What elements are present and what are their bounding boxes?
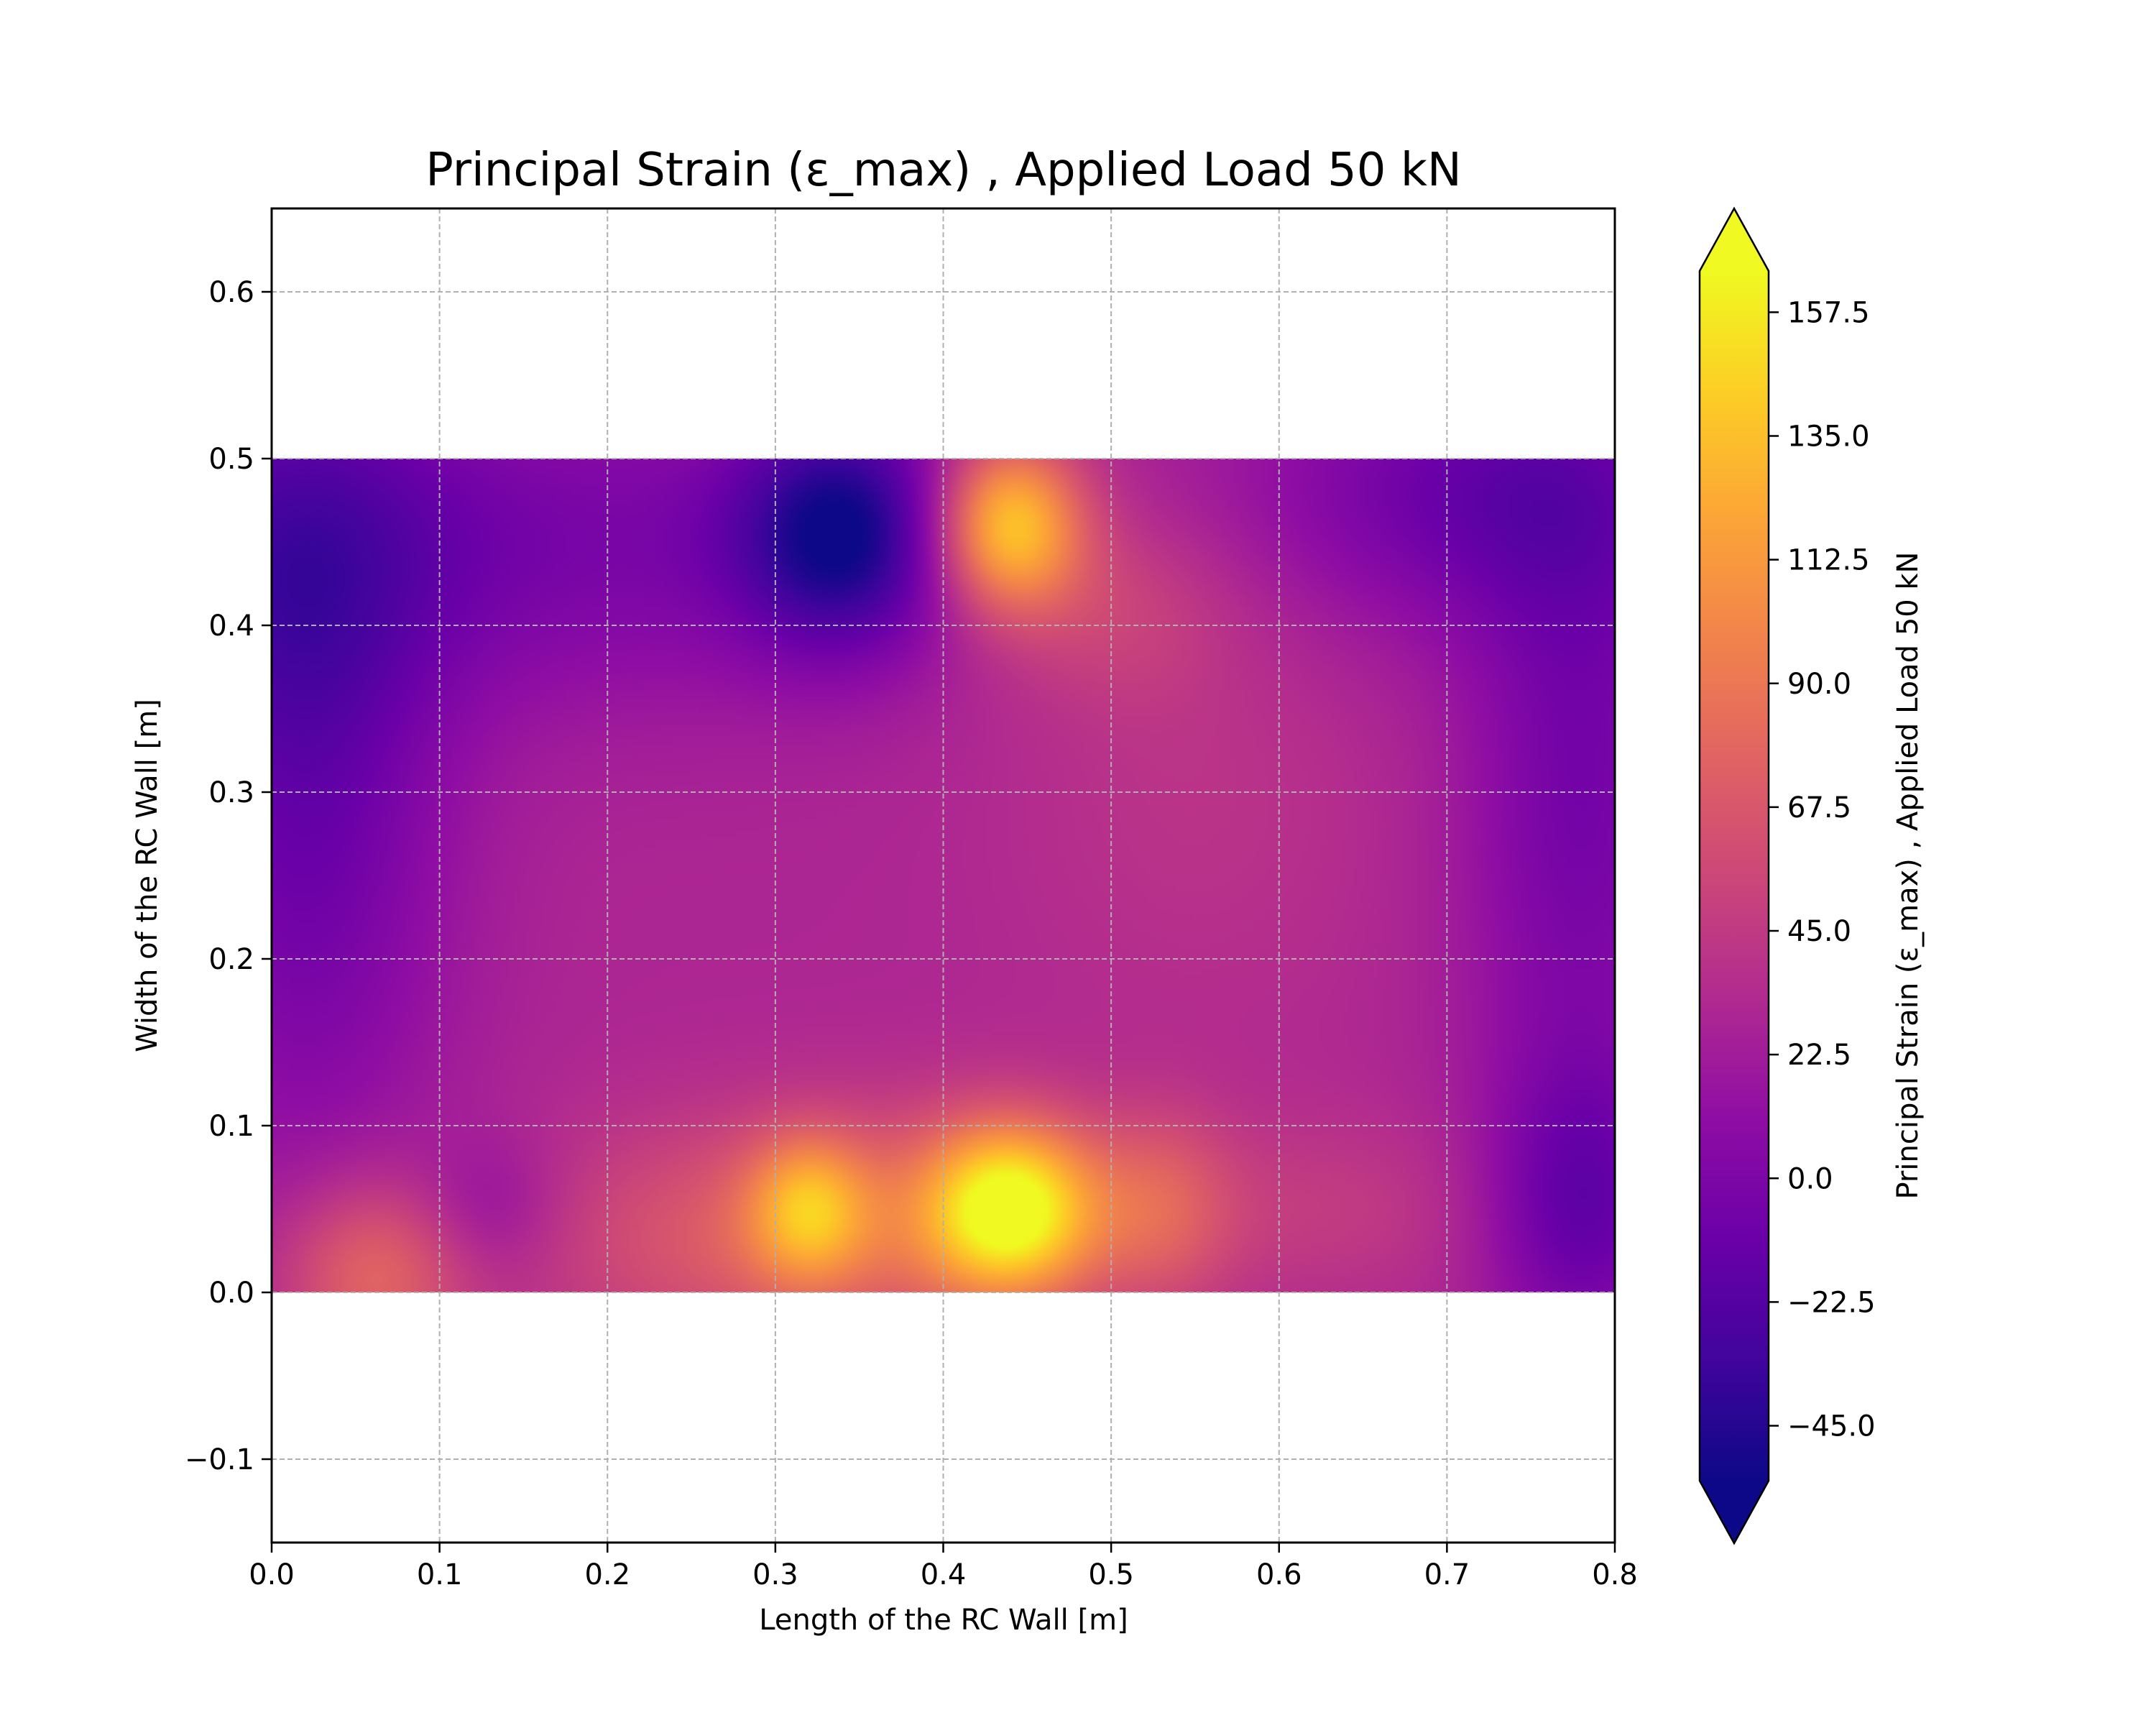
colorbar-tick-label: −45.0 xyxy=(1787,1410,1876,1443)
colorbar-label: Principal Strain (ε_max) , Applied Load … xyxy=(1892,552,1925,1200)
x-axis-label: Length of the RC Wall [m] xyxy=(759,1604,1128,1637)
x-tick-label: 0.5 xyxy=(1088,1558,1134,1591)
colorbar-ticks: 157.5 135.0 112.5 90.0 67.5 45.0 22.5 0.0 −22.5 −… xyxy=(1769,296,1876,1443)
y-tick-label: 0.2 xyxy=(208,943,254,976)
y-tick-label: 0.3 xyxy=(208,776,254,809)
y-tick-label: 0.0 xyxy=(208,1277,254,1310)
x-tick-label: 0.1 xyxy=(417,1558,463,1591)
colorbar-tick-label: 90.0 xyxy=(1787,668,1851,701)
x-tick-label: 0.8 xyxy=(1592,1558,1638,1591)
colorbar-outline xyxy=(1698,206,1770,1545)
y-axis-label: Width of the RC Wall [m] xyxy=(131,699,164,1052)
x-tick-label: 0.2 xyxy=(584,1558,630,1591)
y-axis: −0.1 0.0 0.1 0.2 0.3 0.4 0.5 0.6 xyxy=(185,276,272,1476)
colorbar-tick-label: 135.0 xyxy=(1787,420,1870,454)
colorbar-extend-bottom xyxy=(1700,1481,1769,1543)
y-tick-label: 0.1 xyxy=(208,1110,254,1143)
x-tick-label: 0.6 xyxy=(1256,1558,1302,1591)
colorbar-tick-label: 22.5 xyxy=(1787,1039,1851,1072)
colorbar-tick-label: 0.0 xyxy=(1787,1162,1833,1195)
x-tick-label: 0.7 xyxy=(1424,1558,1470,1591)
colorbar-tick-label: 45.0 xyxy=(1787,915,1851,948)
colorbar-gradient xyxy=(1700,271,1769,1481)
x-tick-label: 0.0 xyxy=(249,1558,295,1591)
y-tick-label: 0.5 xyxy=(208,443,254,476)
y-tick-label: −0.1 xyxy=(185,1443,254,1476)
chart-title: Principal Strain (ε_max) , Applied Load … xyxy=(425,144,1462,197)
y-tick-label: 0.4 xyxy=(208,610,254,643)
colorbar-extend-top xyxy=(1700,208,1769,271)
x-tick-label: 0.4 xyxy=(921,1558,967,1591)
colorbar-tick-label: −22.5 xyxy=(1787,1286,1876,1319)
x-axis: 0.0 0.1 0.2 0.3 0.4 0.5 0.6 0.7 0.8 xyxy=(249,1543,1638,1591)
colorbar-tick-label: 67.5 xyxy=(1787,791,1851,824)
colorbar-tick-label: 157.5 xyxy=(1787,296,1870,329)
colorbar: 157.5 135.0 112.5 90.0 67.5 45.0 22.5 0.0 −22.5 −… xyxy=(1698,206,1925,1545)
colorbar-tick-label: 112.5 xyxy=(1787,544,1870,577)
x-tick-label: 0.3 xyxy=(752,1558,798,1591)
y-tick-label: 0.6 xyxy=(208,276,254,309)
